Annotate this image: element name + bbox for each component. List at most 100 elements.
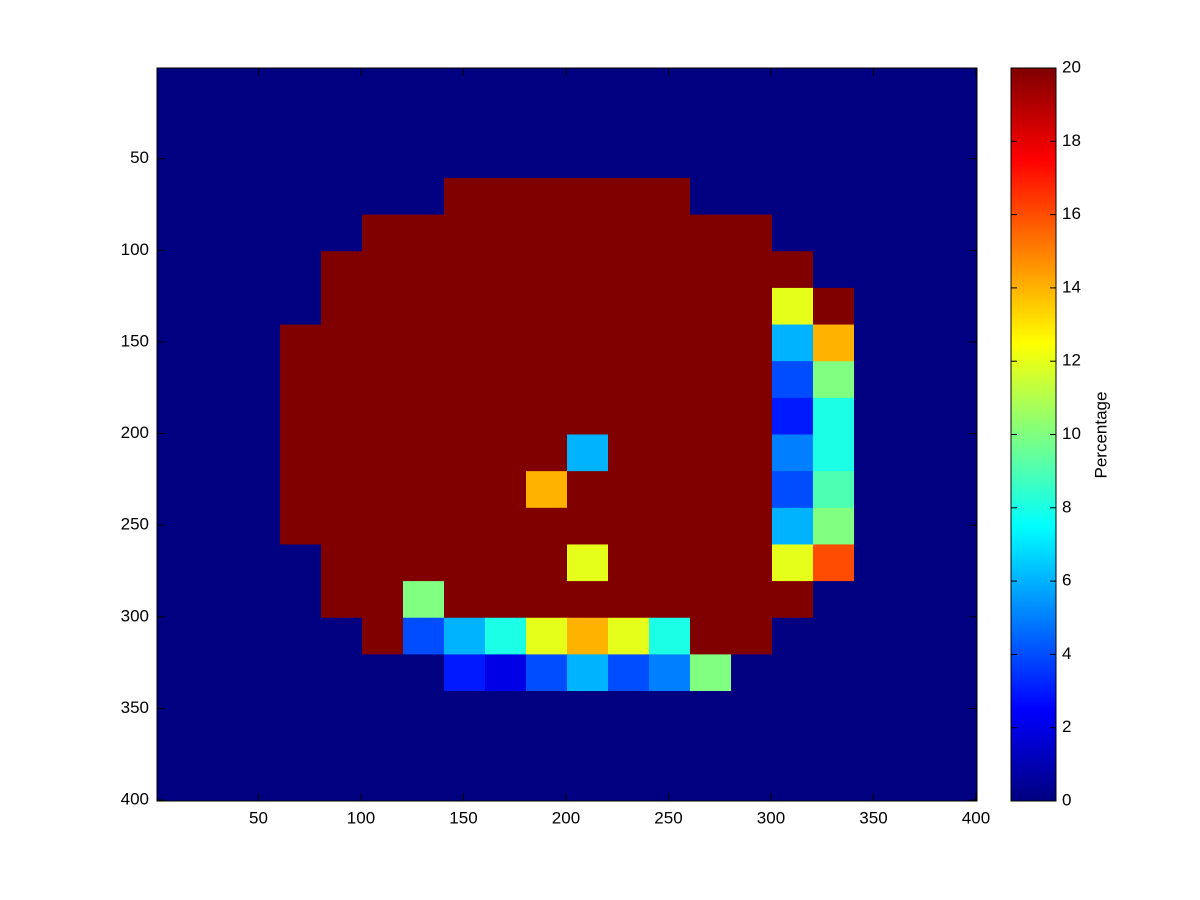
heatmap-cell: [813, 68, 855, 106]
heatmap-cell: [608, 727, 650, 765]
heatmap-cell: [895, 507, 937, 545]
heatmap-cell: [690, 177, 732, 216]
heatmap-cell: [731, 691, 773, 729]
heatmap-cell: [567, 727, 609, 765]
heatmap-cell: [321, 324, 363, 362]
heatmap-cell: [362, 581, 404, 619]
x-tick-label: 200: [552, 808, 580, 827]
heatmap-cell: [567, 397, 609, 435]
heatmap-cell: [239, 287, 281, 326]
heatmap-cell: [403, 287, 445, 326]
y-tick-label: 50: [130, 148, 149, 167]
heatmap-cell: [772, 397, 814, 435]
heatmap-cell: [239, 617, 281, 655]
heatmap-cell: [772, 764, 814, 802]
heatmap-cell: [239, 654, 281, 692]
heatmap-cell: [936, 104, 978, 142]
heatmap-cell: [854, 141, 896, 179]
heatmap-cell: [895, 581, 937, 619]
heatmap-cell: [198, 251, 240, 289]
heatmap-cell: [690, 214, 732, 252]
heatmap-cell: [772, 324, 814, 362]
heatmap-cell: [567, 287, 609, 326]
heatmap-cell: [485, 251, 527, 289]
heatmap-cell: [567, 104, 609, 142]
heatmap-cell: [772, 287, 814, 326]
heatmap-cell: [485, 691, 527, 729]
colorbar-tick-label: 2: [1062, 717, 1071, 736]
heatmap-cell: [485, 214, 527, 252]
heatmap-cell: [198, 507, 240, 545]
heatmap-cell: [854, 727, 896, 765]
heatmap-cell: [321, 617, 363, 655]
heatmap-cell: [403, 727, 445, 765]
heatmap-cell: [403, 654, 445, 692]
heatmap-cell: [690, 397, 732, 435]
heatmap-cell: [895, 68, 937, 106]
heatmap-cell: [854, 654, 896, 692]
heatmap-cell: [157, 141, 199, 179]
x-tick-label: 100: [347, 808, 375, 827]
heatmap-cell: [239, 727, 281, 765]
heatmap-cell: [854, 507, 896, 545]
heatmap-cell: [526, 544, 568, 582]
heatmap-cell: [567, 324, 609, 362]
heatmap-cell: [854, 68, 896, 106]
heatmap-cell: [608, 68, 650, 106]
heatmap-cell: [321, 251, 363, 289]
heatmap-cell: [321, 764, 363, 802]
heatmap-cell: [362, 471, 404, 509]
colorbar-tick-label: 4: [1062, 644, 1071, 663]
heatmap-cell: [157, 251, 199, 289]
heatmap-cell: [444, 214, 486, 252]
heatmap-cell: [239, 544, 281, 582]
heatmap-cell: [813, 141, 855, 179]
heatmap-cell: [772, 581, 814, 619]
heatmap-cell: [444, 251, 486, 289]
colorbar-tick-label: 20: [1062, 57, 1081, 76]
heatmap-cell: [813, 764, 855, 802]
heatmap-image: [157, 68, 978, 802]
x-tick-label: 300: [757, 808, 785, 827]
heatmap-cell: [608, 177, 650, 216]
heatmap-cell: [157, 361, 199, 399]
heatmap-cell: [936, 397, 978, 435]
heatmap-cell: [239, 104, 281, 142]
heatmap-cell: [731, 361, 773, 399]
heatmap-cell: [895, 654, 937, 692]
heatmap-cell: [608, 361, 650, 399]
colorbar-tick-label: 0: [1062, 790, 1071, 809]
heatmap-cell: [403, 434, 445, 472]
heatmap-cell: [526, 581, 568, 619]
heatmap-cell: [485, 397, 527, 435]
heatmap-cell: [280, 507, 322, 545]
heatmap-cell: [813, 471, 855, 509]
heatmap-cell: [690, 507, 732, 545]
heatmap-cell: [157, 471, 199, 509]
heatmap-cell: [444, 691, 486, 729]
heatmap-cell: [321, 104, 363, 142]
heatmap-cell: [731, 581, 773, 619]
heatmap-cell: [280, 691, 322, 729]
heatmap-cell: [157, 287, 199, 326]
heatmap-cell: [444, 617, 486, 655]
heatmap-cell: [936, 68, 978, 106]
heatmap-cell: [608, 617, 650, 655]
heatmap-cell: [649, 214, 691, 252]
heatmap-cell: [526, 214, 568, 252]
heatmap-cell: [362, 434, 404, 472]
heatmap-cell: [649, 361, 691, 399]
heatmap-cell: [444, 397, 486, 435]
heatmap-cell: [157, 581, 199, 619]
heatmap-cell: [813, 251, 855, 289]
heatmap-cell: [813, 691, 855, 729]
heatmap-cell: [362, 251, 404, 289]
heatmap-cell: [362, 544, 404, 582]
heatmap-cell: [444, 434, 486, 472]
colorbar-label: Percentage: [1091, 392, 1110, 479]
colorbar-tick-label: 18: [1062, 131, 1081, 150]
heatmap-cell: [813, 507, 855, 545]
heatmap-cell: [649, 507, 691, 545]
heatmap-cell: [403, 104, 445, 142]
heatmap-cell: [444, 581, 486, 619]
